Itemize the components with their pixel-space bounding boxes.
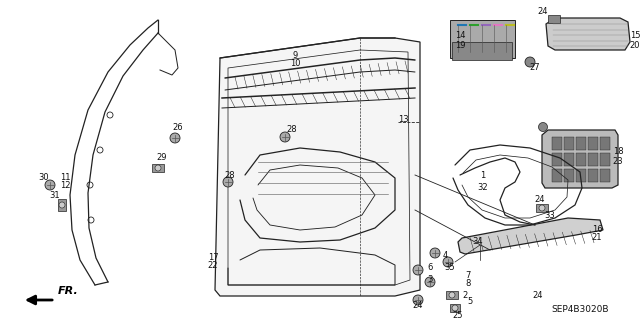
Bar: [600, 153, 610, 166]
Bar: [588, 153, 598, 166]
Text: 33: 33: [545, 211, 556, 219]
Bar: [564, 169, 574, 182]
Text: 3: 3: [428, 276, 433, 285]
Text: 24: 24: [532, 291, 543, 300]
Bar: [536, 204, 548, 212]
Circle shape: [452, 305, 458, 311]
Text: 21: 21: [592, 234, 602, 242]
Text: 18: 18: [612, 147, 623, 157]
Text: 6: 6: [428, 263, 433, 272]
Polygon shape: [215, 38, 420, 296]
Text: 23: 23: [612, 158, 623, 167]
Text: 14: 14: [455, 31, 465, 40]
Circle shape: [59, 202, 65, 208]
Text: FR.: FR.: [58, 286, 79, 296]
Circle shape: [539, 205, 545, 211]
Bar: [552, 169, 562, 182]
Text: 5: 5: [467, 298, 472, 307]
Circle shape: [280, 132, 290, 142]
Text: 2: 2: [462, 291, 468, 300]
Circle shape: [425, 277, 435, 287]
Text: 28: 28: [225, 170, 236, 180]
Circle shape: [155, 165, 161, 171]
Text: 27: 27: [530, 63, 540, 72]
Text: 24: 24: [535, 196, 545, 204]
Bar: [576, 153, 586, 166]
Text: 34: 34: [473, 238, 483, 247]
Polygon shape: [458, 218, 603, 254]
Circle shape: [223, 177, 233, 187]
Text: 31: 31: [50, 190, 60, 199]
Circle shape: [413, 265, 423, 275]
Bar: [548, 15, 560, 23]
Bar: [576, 137, 586, 150]
Text: 26: 26: [173, 123, 183, 132]
Text: 24: 24: [413, 300, 423, 309]
Circle shape: [449, 292, 455, 298]
Text: 32: 32: [477, 183, 488, 192]
Bar: [588, 137, 598, 150]
Bar: [552, 153, 562, 166]
Bar: [58, 199, 66, 211]
Bar: [564, 153, 574, 166]
Text: 15: 15: [630, 31, 640, 40]
Text: 12: 12: [60, 182, 70, 190]
Circle shape: [538, 122, 547, 131]
Circle shape: [170, 133, 180, 143]
Circle shape: [443, 257, 453, 267]
Bar: [446, 291, 458, 299]
Text: 20: 20: [630, 41, 640, 49]
Text: 29: 29: [157, 153, 167, 162]
Bar: [450, 304, 460, 312]
Text: 11: 11: [60, 174, 70, 182]
Text: 19: 19: [455, 41, 465, 49]
Polygon shape: [542, 130, 618, 188]
Bar: [152, 164, 164, 172]
Bar: [588, 169, 598, 182]
Text: SEP4B3020B: SEP4B3020B: [551, 306, 609, 315]
Text: 10: 10: [290, 58, 300, 68]
Bar: [576, 169, 586, 182]
Text: 28: 28: [287, 125, 298, 135]
Text: 16: 16: [592, 226, 602, 234]
Text: 25: 25: [452, 311, 463, 319]
Text: 30: 30: [38, 174, 49, 182]
Circle shape: [45, 180, 55, 190]
Bar: [552, 137, 562, 150]
Bar: [600, 137, 610, 150]
Circle shape: [430, 248, 440, 258]
Text: 8: 8: [465, 278, 470, 287]
Text: 24: 24: [538, 8, 548, 17]
Text: 1: 1: [481, 170, 486, 180]
Text: 9: 9: [292, 50, 298, 60]
Circle shape: [525, 57, 535, 67]
Bar: [450, 20, 515, 58]
Text: 4: 4: [442, 250, 447, 259]
Bar: [452, 42, 512, 60]
Polygon shape: [546, 18, 630, 50]
Text: 7: 7: [465, 271, 470, 279]
Text: 13: 13: [397, 115, 408, 124]
Bar: [600, 169, 610, 182]
Text: 17: 17: [208, 254, 218, 263]
Bar: [564, 137, 574, 150]
Circle shape: [413, 295, 423, 305]
Text: 22: 22: [208, 262, 218, 271]
Text: 35: 35: [445, 263, 455, 272]
